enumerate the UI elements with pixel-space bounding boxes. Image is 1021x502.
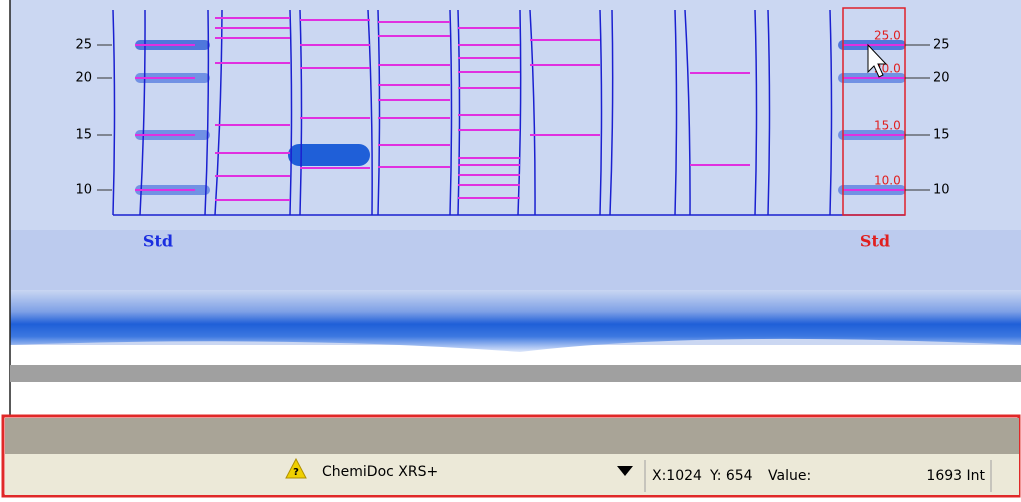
x-coord: X:1024 (652, 468, 702, 484)
selected-lane[interactable] (842, 7, 906, 216)
std-label: Std (860, 232, 890, 251)
mw-tick-label: 20 (75, 71, 92, 86)
value-label: Value: (768, 468, 811, 484)
lane-border (299, 9, 303, 216)
scrollbar (10, 365, 1021, 382)
mw-tick-label: 10 (75, 183, 92, 198)
mw-tick-label: 10 (933, 183, 950, 198)
gel-shade (10, 230, 1021, 290)
lane-border (517, 9, 522, 216)
status-bar (5, 454, 1019, 495)
mw-tick-label: 15 (933, 128, 950, 143)
pixel-value: 1693 Int (926, 468, 985, 484)
std-label: Std (143, 232, 173, 251)
lane-border (367, 9, 373, 216)
warning-glyph: ? (293, 467, 299, 478)
dropdown[interactable] (617, 466, 633, 476)
lane-border (377, 9, 381, 216)
band-mw-label: 15.0 (874, 119, 901, 133)
dye-front (10, 290, 1021, 352)
mw-tick-label: 20 (933, 71, 950, 86)
lane-border (112, 9, 116, 216)
lane-border (449, 9, 453, 216)
lane-border (829, 9, 833, 216)
y-coord: Y: 654 (709, 468, 753, 484)
lane-border (767, 9, 771, 216)
lanes (112, 9, 906, 216)
lane-border (599, 9, 603, 216)
lane-border (674, 9, 678, 216)
protein-band (288, 144, 370, 166)
band-mw-label: 25.0 (874, 29, 901, 43)
lane-border (754, 9, 758, 216)
mouse-cursor (867, 43, 888, 78)
lane-border (204, 9, 210, 216)
lane-border (684, 9, 691, 216)
lane-border (529, 9, 536, 216)
lane-border (289, 9, 293, 216)
toolbar (5, 418, 1019, 454)
lane-border (457, 9, 461, 216)
lane-border (609, 9, 614, 216)
warning-icon (285, 457, 307, 479)
device-name: ChemiDoc XRS+ (322, 464, 438, 480)
mw-tick-label: 25 (933, 38, 950, 53)
mw-tick-label: 15 (75, 128, 92, 143)
mw-tick-label: 25 (75, 38, 92, 53)
lane-border (214, 9, 223, 216)
band-mw-label: 10.0 (874, 174, 901, 188)
